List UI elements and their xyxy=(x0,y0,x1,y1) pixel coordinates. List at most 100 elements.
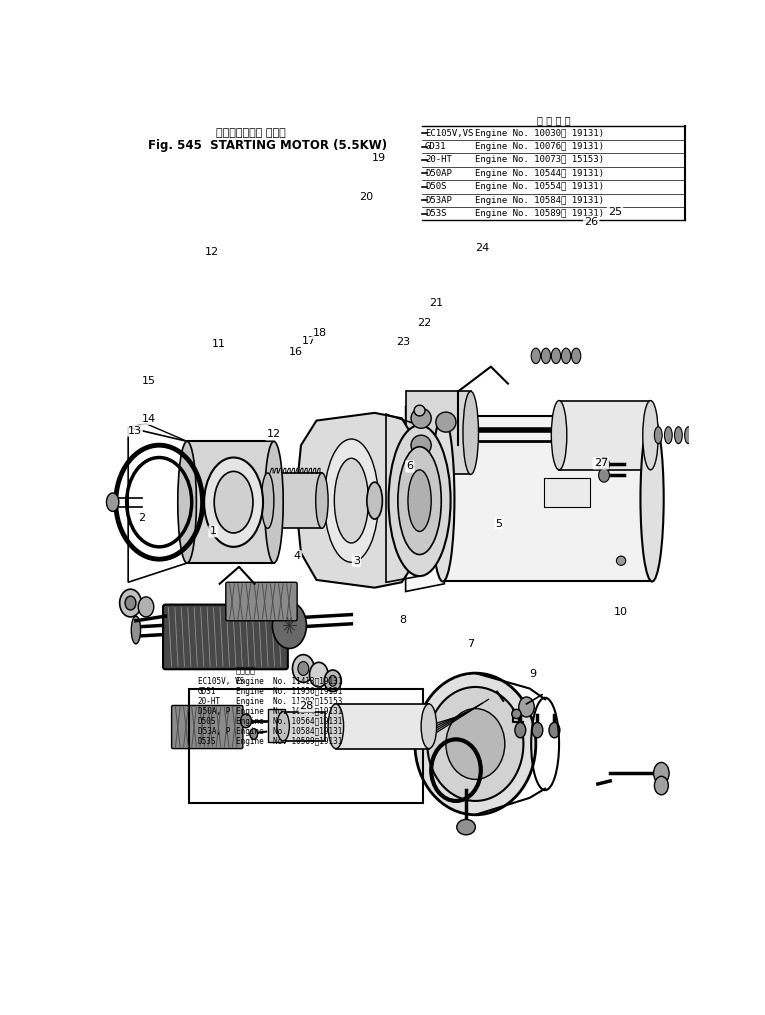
Text: 10: 10 xyxy=(614,607,628,617)
Text: 17: 17 xyxy=(302,336,316,346)
Text: 適 用 号 機: 適 用 号 機 xyxy=(537,115,571,125)
Ellipse shape xyxy=(334,459,369,543)
Bar xyxy=(189,689,423,803)
Text: Engine  No. 10589～19131: Engine No. 10589～19131 xyxy=(236,737,343,746)
Text: 21: 21 xyxy=(429,298,443,309)
Ellipse shape xyxy=(598,458,610,471)
Ellipse shape xyxy=(531,348,541,363)
Ellipse shape xyxy=(389,425,451,577)
Text: 20-HT: 20-HT xyxy=(197,696,221,705)
Text: EC105V, VS: EC105V, VS xyxy=(197,677,244,686)
Text: Engine No. 10073～ 15153): Engine No. 10073～ 15153) xyxy=(474,155,604,164)
Ellipse shape xyxy=(532,723,543,738)
Ellipse shape xyxy=(177,442,197,563)
Text: 18: 18 xyxy=(313,328,327,338)
Text: 3: 3 xyxy=(353,556,360,566)
Text: 1: 1 xyxy=(210,527,216,536)
FancyBboxPatch shape xyxy=(171,705,243,749)
Ellipse shape xyxy=(106,493,119,512)
Ellipse shape xyxy=(329,675,337,686)
Text: Engine  No. 10584～19131: Engine No. 10584～19131 xyxy=(236,727,343,736)
Text: Engine  No. 11292～15153: Engine No. 11292～15153 xyxy=(236,696,343,705)
Text: D50AP: D50AP xyxy=(425,168,452,178)
Ellipse shape xyxy=(640,416,664,582)
Text: EC105V,VS: EC105V,VS xyxy=(425,129,474,138)
Text: GD31: GD31 xyxy=(425,142,447,151)
Bar xyxy=(544,477,590,506)
Ellipse shape xyxy=(324,670,341,691)
Text: 5: 5 xyxy=(495,519,503,529)
Bar xyxy=(283,712,325,741)
Text: スターティング モータ: スターティング モータ xyxy=(216,128,285,138)
Ellipse shape xyxy=(324,439,379,562)
Text: D53AP: D53AP xyxy=(425,196,452,205)
Text: 8: 8 xyxy=(399,615,406,625)
Text: D50S: D50S xyxy=(425,183,447,191)
FancyBboxPatch shape xyxy=(226,583,297,621)
Ellipse shape xyxy=(250,729,258,739)
Text: Engine No. 10030～ 19131): Engine No. 10030～ 19131) xyxy=(474,129,604,138)
Text: 28: 28 xyxy=(299,700,314,713)
Bar xyxy=(336,704,429,749)
Text: D50S: D50S xyxy=(197,717,216,726)
Ellipse shape xyxy=(643,401,658,470)
Ellipse shape xyxy=(519,697,534,717)
Text: 12: 12 xyxy=(266,429,281,439)
Ellipse shape xyxy=(571,348,581,363)
Polygon shape xyxy=(295,413,413,588)
Text: Engine  No. 10544～19131: Engine No. 10544～19131 xyxy=(236,706,343,716)
Ellipse shape xyxy=(617,556,626,565)
Ellipse shape xyxy=(262,473,274,529)
Text: 12: 12 xyxy=(205,247,219,257)
Ellipse shape xyxy=(298,662,309,675)
Ellipse shape xyxy=(512,709,521,719)
Text: 14: 14 xyxy=(142,414,156,424)
Ellipse shape xyxy=(421,704,437,749)
Bar xyxy=(268,473,322,529)
Ellipse shape xyxy=(414,405,425,416)
Ellipse shape xyxy=(598,468,610,482)
Polygon shape xyxy=(405,407,444,592)
Ellipse shape xyxy=(542,348,551,363)
Bar xyxy=(405,392,470,474)
Text: 25: 25 xyxy=(608,207,622,217)
Text: 28: 28 xyxy=(300,701,314,712)
Text: 2: 2 xyxy=(138,513,145,523)
Ellipse shape xyxy=(125,596,136,610)
Bar xyxy=(268,708,285,742)
Text: 4: 4 xyxy=(294,551,301,561)
Ellipse shape xyxy=(292,655,314,682)
Text: 22: 22 xyxy=(417,319,431,329)
Ellipse shape xyxy=(119,589,142,617)
Text: Engine  No. 10564～19131: Engine No. 10564～19131 xyxy=(236,717,343,726)
Text: 19: 19 xyxy=(372,152,386,162)
Text: 11: 11 xyxy=(212,339,226,349)
Bar xyxy=(443,416,652,582)
Ellipse shape xyxy=(654,426,662,444)
Text: 15: 15 xyxy=(142,377,156,387)
Text: Fig. 545  STARTING MOTOR (5.5KW): Fig. 545 STARTING MOTOR (5.5KW) xyxy=(148,139,386,151)
Text: Engine  No. 11413～19131: Engine No. 11413～19131 xyxy=(236,677,343,686)
Ellipse shape xyxy=(552,401,567,470)
Ellipse shape xyxy=(316,473,328,529)
Ellipse shape xyxy=(415,673,536,815)
Ellipse shape xyxy=(328,704,343,749)
Text: 20-HT: 20-HT xyxy=(425,155,452,164)
Text: Engine  No. 11956～19131: Engine No. 11956～19131 xyxy=(236,687,343,695)
Text: 24: 24 xyxy=(475,244,490,254)
Text: 適用号機: 適用号機 xyxy=(236,666,256,675)
Ellipse shape xyxy=(428,687,523,801)
Ellipse shape xyxy=(214,471,253,533)
Text: D50A, P: D50A, P xyxy=(197,706,230,716)
Text: Engine No. 10589～ 19131): Engine No. 10589～ 19131) xyxy=(474,209,604,218)
Text: 13: 13 xyxy=(128,425,142,435)
Ellipse shape xyxy=(675,426,682,444)
Text: Engine No. 10584～ 19131): Engine No. 10584～ 19131) xyxy=(474,196,604,205)
Ellipse shape xyxy=(665,426,672,444)
Text: GD31: GD31 xyxy=(197,687,216,695)
Ellipse shape xyxy=(685,426,692,444)
Ellipse shape xyxy=(411,408,431,428)
Ellipse shape xyxy=(204,458,263,547)
Ellipse shape xyxy=(411,435,431,455)
Text: D53S: D53S xyxy=(197,737,216,746)
